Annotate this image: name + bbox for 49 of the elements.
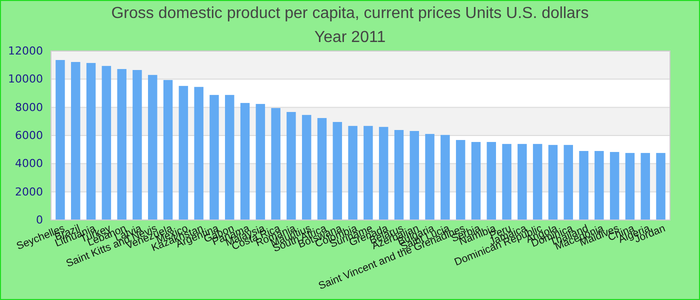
bar (163, 80, 173, 220)
bar (302, 114, 312, 220)
bar (548, 144, 558, 220)
y-tick-label: 10000 (8, 72, 43, 86)
bar (378, 126, 388, 220)
bar (502, 144, 512, 220)
bar (148, 74, 158, 220)
bar (656, 152, 666, 220)
chart-subtitle: Year 2011 (314, 29, 386, 46)
bar (178, 86, 188, 220)
bar (364, 126, 373, 220)
y-tick-label: 2000 (15, 185, 43, 198)
bar (564, 144, 573, 220)
bar (518, 144, 527, 220)
bar (471, 142, 481, 220)
y-tick-label: 8000 (15, 100, 43, 114)
bar (256, 104, 266, 220)
chart-title: Gross domestic product per capita, current prices Units U.S. dollars (111, 5, 589, 22)
y-tick-label: 6000 (15, 129, 43, 142)
y-tick-label: 4000 (15, 157, 43, 170)
bar (440, 134, 450, 220)
bar (410, 130, 420, 220)
bar (625, 152, 635, 220)
y-tick-label: 0 (36, 214, 43, 227)
bar (117, 69, 126, 220)
bar (317, 118, 327, 220)
bar (532, 144, 542, 220)
bar (348, 126, 358, 220)
bar (394, 130, 404, 220)
bar (194, 86, 204, 220)
bar (286, 112, 296, 220)
bar (225, 94, 234, 220)
bar (86, 62, 96, 220)
y-tick-label: 12000 (8, 44, 43, 58)
bar (425, 134, 434, 220)
bar (271, 108, 280, 220)
bar (610, 152, 620, 220)
bar (102, 66, 112, 220)
bar (210, 94, 219, 220)
bar (456, 140, 466, 220)
bar (332, 122, 342, 220)
bar (579, 150, 588, 220)
bar (640, 152, 650, 220)
bar (132, 70, 142, 220)
bar (240, 102, 250, 220)
bar (486, 142, 496, 220)
bar (594, 150, 604, 220)
bar (71, 62, 80, 220)
bar (56, 60, 65, 220)
